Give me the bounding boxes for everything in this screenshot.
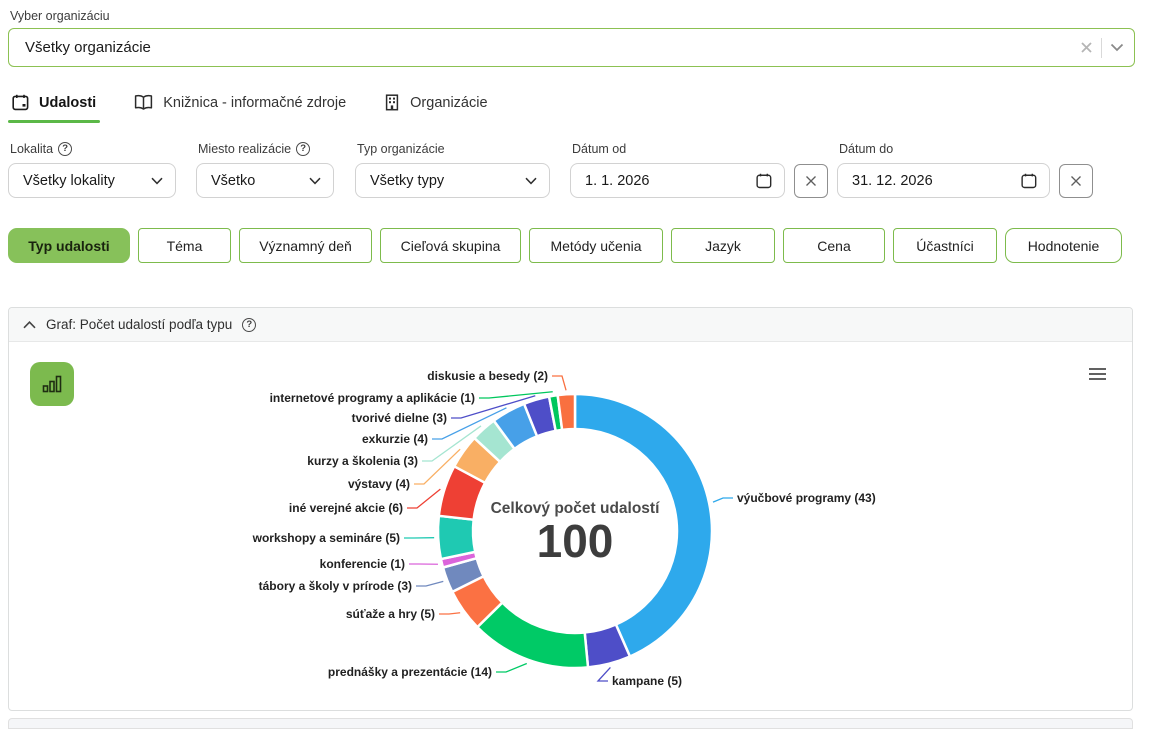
chip-jazyk[interactable]: Jazyk: [671, 228, 775, 263]
building-icon: [384, 94, 400, 111]
help-icon[interactable]: ?: [296, 142, 310, 156]
close-icon: [1070, 175, 1082, 187]
help-icon[interactable]: ?: [58, 142, 72, 156]
chip-tema[interactable]: Téma: [138, 228, 231, 263]
donut-slice-14[interactable]: [558, 394, 575, 430]
chart-panel-title: Graf: Počet udalostí podľa typu: [46, 317, 232, 332]
chevron-up-icon[interactable]: [23, 321, 36, 329]
chart-type-button[interactable]: [30, 362, 74, 406]
help-icon[interactable]: ?: [242, 318, 256, 332]
slice-label: diskusie a besedy (2): [427, 369, 548, 383]
lokalita-dropdown[interactable]: Všetky lokality: [8, 163, 176, 198]
chevron-down-icon: [309, 177, 321, 185]
slice-label: konferencie (1): [320, 557, 405, 571]
slice-connector: [552, 376, 566, 390]
chart-area: výučbové programy (43) kampane (5) prednáš…: [9, 342, 1132, 710]
slice-label: internetové programy a aplikácie (1): [270, 391, 475, 405]
datum-od-label: Dátum od: [572, 142, 828, 156]
book-icon: [134, 94, 153, 111]
chip-cena[interactable]: Cena: [783, 228, 885, 263]
chart-panel: Graf: Počet udalostí podľa typu ? výučbo…: [8, 307, 1133, 711]
miesto-dropdown[interactable]: Všetko: [196, 163, 334, 198]
datum-do-input[interactable]: 31. 12. 2026: [837, 163, 1050, 198]
filter-bar: Lokalita ? Všetky lokality Miesto realiz…: [0, 142, 1153, 200]
org-select-combobox[interactable]: Všetky organizácie: [8, 28, 1135, 67]
slice-label: prednášky a prezentácie (14): [328, 665, 492, 679]
slice-connector: [496, 663, 527, 672]
org-select-value: Všetky organizácie: [25, 39, 1080, 56]
chevron-down-icon: [525, 177, 537, 185]
slice-label: výučbové programy (43): [737, 491, 876, 505]
slice-connector: [407, 489, 440, 508]
combobox-divider: [1101, 38, 1102, 58]
chip-typ-udalosti[interactable]: Typ udalosti: [8, 228, 130, 263]
category-button-row: Typ udalosti Téma Významný deň Cieľová s…: [8, 228, 1122, 263]
bar-chart-icon: [42, 375, 62, 393]
donut-chart: výučbové programy (43) kampane (5) prednáš…: [9, 342, 1132, 710]
tab-label: Knižnica - informačné zdroje: [163, 95, 346, 111]
lokalita-label: Lokalita ?: [10, 142, 176, 156]
datum-do-label: Dátum do: [839, 142, 1093, 156]
datum-od-clear-button[interactable]: [794, 164, 828, 198]
tab-label: Organizácie: [410, 95, 487, 111]
slice-label: kampane (5): [612, 674, 682, 688]
close-icon: [805, 175, 817, 187]
calendar-icon[interactable]: [756, 173, 772, 189]
main-tabs: Udalosti Knižnica - informačné zdroje Or…: [8, 86, 492, 123]
chip-ucastnici[interactable]: Účastníci: [893, 228, 997, 263]
calendar-icon: [12, 94, 29, 111]
datum-do-clear-button[interactable]: [1059, 164, 1093, 198]
slice-label: exkurzie (4): [362, 432, 428, 446]
datum-od-input[interactable]: 1. 1. 2026: [570, 163, 785, 198]
tab-kniznica[interactable]: Knižnica - informačné zdroje: [130, 86, 350, 123]
slice-connector: [416, 581, 443, 586]
chip-hodnotenie[interactable]: Hodnotenie: [1005, 228, 1122, 263]
chart-panel-header[interactable]: Graf: Počet udalostí podľa typu ?: [9, 308, 1132, 342]
chip-vyznamny-den[interactable]: Významný deň: [239, 228, 372, 263]
miesto-label: Miesto realizácie ?: [198, 142, 334, 156]
chip-cielova-skupina[interactable]: Cieľová skupina: [380, 228, 521, 263]
slice-label: tvorivé dielne (3): [352, 411, 447, 425]
slice-connector: [439, 613, 460, 614]
tab-organizacie[interactable]: Organizácie: [380, 86, 491, 123]
tab-udalosti[interactable]: Udalosti: [8, 86, 100, 123]
hamburger-icon: [1089, 368, 1106, 371]
slice-label: súťaže a hry (5): [346, 607, 435, 621]
calendar-icon[interactable]: [1021, 173, 1037, 189]
slice-label: kurzy a školenia (3): [307, 454, 418, 468]
slice-connector: [713, 498, 733, 502]
org-select-label: Vyber organizáciu: [10, 9, 110, 23]
slice-connector: [598, 667, 610, 681]
donut-slice-7[interactable]: [438, 516, 475, 559]
slice-label: tábory a školy v prírode (3): [259, 579, 412, 593]
chart-menu-button[interactable]: [1085, 364, 1109, 384]
typ-organizacie-dropdown[interactable]: Všetky typy: [355, 163, 550, 198]
clear-icon[interactable]: [1080, 41, 1093, 54]
chart-center-value: 100: [537, 515, 614, 567]
chevron-down-icon[interactable]: [1110, 43, 1124, 52]
tab-label: Udalosti: [39, 95, 96, 111]
slice-label: výstavy (4): [348, 477, 410, 491]
slice-label: workshopy a semináre (5): [252, 531, 400, 545]
slice-label: iné verejné akcie (6): [289, 501, 403, 515]
chip-metody-ucenia[interactable]: Metódy učenia: [529, 228, 663, 263]
next-section-header[interactable]: [8, 718, 1133, 729]
chevron-down-icon: [151, 177, 163, 185]
typ-organizacie-label: Typ organizácie: [357, 142, 550, 156]
